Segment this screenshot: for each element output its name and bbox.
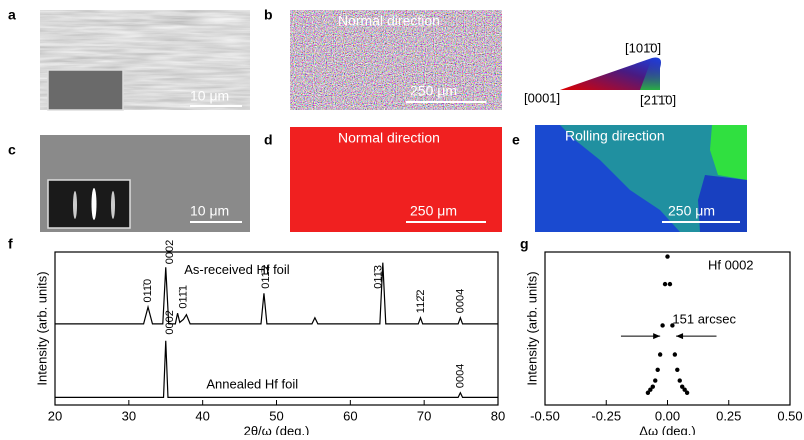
- key-label: [21̄1̄0]: [640, 92, 676, 107]
- plot-frame: [544, 251, 791, 406]
- x-tick-label: 20: [48, 408, 62, 423]
- scale-label: 10 μm: [190, 88, 229, 104]
- x-tick-label: 80: [491, 408, 505, 423]
- map-title: Normal direction: [338, 13, 440, 29]
- ebsd-map: [290, 10, 502, 110]
- xrd-line: [55, 340, 498, 398]
- peak-label: 011̄3: [372, 265, 384, 289]
- series-name: As-received Hf foil: [184, 262, 290, 277]
- x-tick-label: 70: [417, 408, 431, 423]
- grain: [698, 175, 747, 232]
- data-point: [665, 254, 670, 259]
- width-label: 151 arcsec: [672, 312, 736, 327]
- data-point: [660, 323, 665, 328]
- scale-label: 250 μm: [410, 203, 457, 219]
- inset: [47, 69, 124, 111]
- data-point: [653, 378, 658, 383]
- peak-label: 0002: [164, 240, 176, 264]
- x-tick-label: 40: [195, 408, 209, 423]
- chart-title: Hf 0002: [708, 257, 754, 272]
- color-key: [640, 57, 661, 90]
- scale-label: 10 μm: [190, 203, 229, 219]
- x-tick-label: 0.50: [777, 408, 802, 423]
- map-title: Rolling direction: [565, 128, 665, 144]
- xrd-line: [55, 262, 498, 325]
- x-tick-label: 30: [122, 408, 136, 423]
- x-tick-label: 60: [343, 408, 357, 423]
- streak: [73, 191, 77, 219]
- data-point: [655, 367, 660, 373]
- series-name: Annealed Hf foil: [206, 377, 298, 392]
- panel-label: e: [512, 132, 520, 148]
- arrow-head: [676, 333, 684, 340]
- peak-label: 0002: [164, 310, 176, 334]
- panel-label: f: [8, 236, 13, 252]
- x-tick-label: 50: [269, 408, 283, 423]
- data-point: [672, 352, 678, 357]
- data-point: [650, 384, 655, 389]
- x-tick-label: -0.50: [530, 408, 560, 423]
- key-label: [0001]: [524, 90, 560, 105]
- panel-label: g: [520, 236, 529, 252]
- map-title: Normal direction: [338, 130, 440, 146]
- x-tick-label: 0.25: [716, 408, 741, 423]
- data-point: [684, 390, 690, 395]
- streak: [111, 191, 115, 219]
- arrow-head: [653, 333, 661, 340]
- y-axis-label: Intensity (arb. units): [34, 271, 49, 385]
- ebsd-map: [290, 127, 502, 232]
- data-point: [648, 387, 653, 392]
- peak-label: 011̄0: [142, 279, 154, 303]
- peak-label: 011̄1: [177, 285, 189, 309]
- scale-label: 250 μm: [668, 203, 715, 219]
- data-point: [680, 384, 685, 389]
- grain: [710, 125, 747, 180]
- data-point: [682, 387, 687, 392]
- panel-label: c: [8, 142, 16, 158]
- color-key: [560, 57, 661, 90]
- peak-label: 0004: [454, 289, 466, 313]
- peak-label: 112̄2: [415, 290, 427, 314]
- data-point: [670, 323, 675, 328]
- inset: [47, 179, 131, 229]
- panel-label: d: [264, 132, 273, 148]
- y-axis-label: Intensity (arb. units): [524, 271, 539, 385]
- panel-label: a: [8, 7, 16, 23]
- scale-label: 250 μm: [410, 83, 457, 99]
- streak: [91, 188, 97, 220]
- key-label: [101̄0]: [625, 40, 661, 55]
- peak-label: 0004: [454, 364, 466, 388]
- panel-label: b: [264, 7, 273, 23]
- data-point: [645, 390, 651, 395]
- x-axis-label: Δω (deg.): [639, 423, 695, 435]
- data-point: [667, 281, 673, 287]
- data-point: [657, 352, 663, 357]
- data-point: [675, 367, 680, 373]
- x-axis-label: 2θ/ω (deg.): [244, 423, 310, 435]
- data-point: [662, 281, 668, 287]
- x-tick-label: -0.25: [591, 408, 621, 423]
- data-point: [677, 378, 682, 383]
- x-tick-label: 0.00: [655, 408, 680, 423]
- peak-label: 011̄2: [260, 265, 272, 289]
